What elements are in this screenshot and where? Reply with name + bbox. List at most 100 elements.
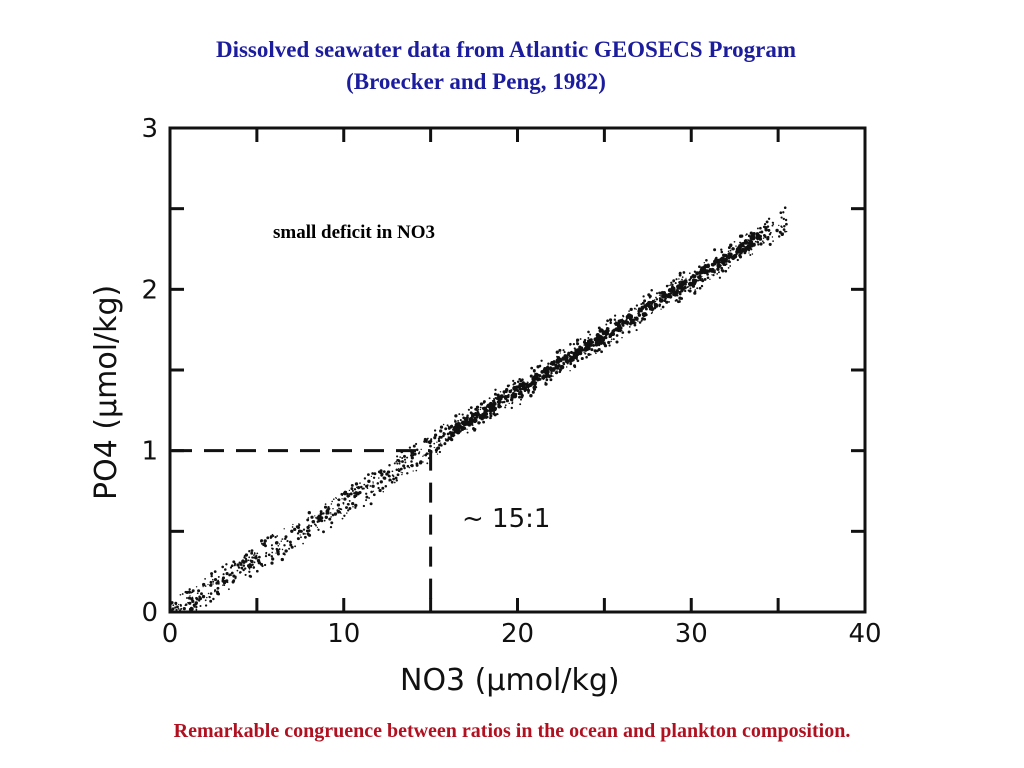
data-point (296, 532, 300, 535)
data-point (720, 250, 724, 254)
data-point (408, 446, 412, 449)
data-point (195, 605, 198, 609)
data-point (307, 511, 311, 515)
data-point (378, 488, 382, 493)
data-point (315, 524, 317, 526)
data-point (587, 337, 590, 339)
data-point (222, 573, 225, 576)
data-point (704, 269, 710, 274)
data-point (238, 571, 242, 574)
data-point (232, 560, 236, 564)
data-point (365, 492, 368, 495)
data-point (785, 230, 788, 233)
data-point (198, 597, 203, 601)
data-point (406, 464, 410, 468)
data-point (740, 234, 744, 238)
data-point (630, 318, 634, 323)
data-point (290, 545, 294, 549)
data-point (248, 574, 252, 578)
data-point (388, 475, 391, 478)
data-point (328, 517, 332, 521)
data-point (243, 560, 246, 563)
data-point (439, 435, 443, 439)
data-point (399, 456, 402, 458)
data-point (232, 579, 236, 583)
data-point (210, 574, 213, 578)
data-point (438, 443, 441, 447)
data-point (738, 244, 741, 247)
data-point (307, 533, 312, 537)
data-point (622, 314, 624, 317)
data-point (759, 226, 762, 230)
data-point (429, 439, 433, 443)
data-point (196, 592, 199, 595)
data-point (689, 281, 694, 287)
data-point (727, 250, 730, 253)
data-point (396, 473, 400, 477)
data-point (667, 295, 670, 298)
data-point (456, 421, 461, 426)
data-point (397, 469, 401, 472)
data-point (526, 388, 531, 393)
data-point (570, 351, 573, 354)
data-point (628, 326, 631, 328)
data-point (286, 540, 289, 543)
data-point (661, 294, 666, 299)
data-point (447, 425, 450, 428)
data-point (335, 497, 338, 499)
data-point (170, 601, 174, 604)
data-point (642, 295, 645, 298)
data-point (479, 402, 484, 406)
data-point (667, 288, 672, 293)
data-point (240, 566, 244, 570)
data-point (554, 366, 558, 370)
data-point (209, 592, 213, 595)
data-point (225, 563, 228, 566)
data-point (214, 590, 216, 593)
data-point (523, 382, 527, 387)
data-point (510, 395, 514, 400)
data-point (518, 395, 521, 399)
data-point (733, 240, 736, 243)
data-point (339, 508, 342, 510)
data-point (554, 363, 558, 368)
data-point (310, 515, 314, 519)
data-point (701, 279, 705, 283)
data-point (738, 253, 742, 258)
data-point (674, 282, 677, 285)
data-point (473, 428, 477, 432)
data-point (547, 362, 550, 365)
data-point (209, 599, 213, 603)
data-point (401, 472, 404, 474)
data-point (757, 243, 760, 246)
data-point (659, 294, 662, 296)
data-point (520, 395, 524, 399)
data-point (563, 351, 566, 354)
data-point (271, 544, 273, 547)
data-point (351, 490, 354, 492)
data-point (635, 308, 637, 310)
data-point (635, 322, 637, 324)
data-point (182, 607, 186, 611)
data-point (671, 283, 674, 287)
data-point (425, 452, 428, 455)
data-point (307, 529, 311, 532)
data-point (267, 553, 271, 557)
data-point (316, 515, 321, 520)
data-point (261, 564, 264, 568)
data-point (532, 369, 536, 373)
data-point (670, 281, 673, 284)
data-point (384, 484, 388, 488)
data-point (664, 297, 667, 301)
data-point (313, 523, 316, 526)
data-point (727, 246, 731, 250)
data-point (186, 597, 188, 599)
data-point (323, 505, 328, 509)
data-point (439, 425, 444, 429)
data-point (562, 349, 565, 352)
data-point (489, 405, 493, 410)
data-point (187, 601, 189, 604)
plot-frame (168, 126, 867, 614)
data-point (248, 570, 251, 573)
data-point (516, 380, 520, 384)
